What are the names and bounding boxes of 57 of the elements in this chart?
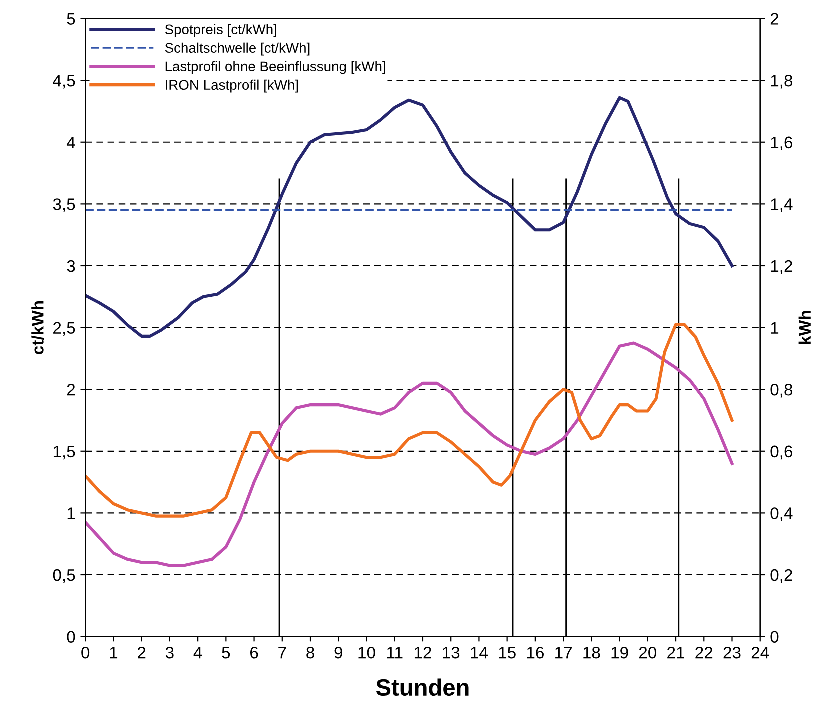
x-tick-label: 18	[584, 646, 600, 659]
legend-label: Spotpreis [ct/kWh]	[165, 24, 276, 38]
line-series	[86, 323, 734, 518]
y-tick-label: 4	[66, 136, 76, 148]
y-tick-label: 3,5	[53, 198, 76, 212]
x-tick-label: 5	[222, 647, 230, 659]
x-tick-label: 1	[110, 647, 118, 659]
x-tick-label: 14	[471, 647, 488, 659]
line-series	[86, 342, 734, 568]
y2-tick-label: 0	[770, 631, 779, 644]
x-tick-label: 0	[82, 646, 90, 659]
y2-tick-label: 1	[771, 322, 779, 334]
y2-tick-label: 0,8	[770, 384, 793, 398]
y-tick-label: 0	[67, 631, 76, 644]
legend-label: IRON Lastprofil [kWh]	[166, 80, 298, 93]
x-tick-label: 9	[334, 646, 342, 659]
x-tick-label: 23	[724, 646, 741, 659]
x-tick-label: 16	[527, 646, 544, 659]
x-tick-label: 22	[696, 646, 713, 659]
x-tick-label: 3	[166, 646, 174, 659]
x-tick-label: 12	[414, 646, 432, 659]
y2-tick-label: 0,4	[770, 508, 793, 522]
x-tick-label: 6	[250, 646, 258, 659]
y2-tick-label: 1,2	[771, 260, 792, 274]
y2-axis-title: kWh	[798, 311, 811, 344]
y-tick-label: 4,5	[53, 75, 76, 89]
y-tick-label: 2,5	[54, 322, 76, 336]
x-tick-label: 13	[443, 646, 460, 659]
x-tick-label: 7	[278, 647, 286, 659]
y2-tick-label: 2	[770, 13, 779, 25]
y-tick-label: 0,5	[53, 569, 76, 584]
line-series	[86, 96, 734, 338]
y-tick-label: 5	[67, 13, 76, 25]
x-tick-label: 11	[387, 647, 403, 659]
legend-label: Schaltschwelle [ct/kWh]	[165, 42, 310, 56]
y2-tick-label: 1,8	[771, 74, 793, 89]
legend-label: Lastprofil ohne Beeinflussung [kWh]	[166, 61, 386, 74]
x-tick-label: 10	[358, 646, 376, 659]
x-tick-label: 24	[752, 646, 770, 659]
x-tick-label: 20	[639, 646, 657, 659]
x-tick-label: 15	[499, 647, 516, 659]
y-tick-label: 1	[68, 508, 76, 520]
y2-tick-label: 1,4	[771, 198, 793, 212]
x-tick-label: 19	[612, 646, 628, 659]
x-tick-label: 4	[194, 647, 202, 659]
y2-tick-label: 0,6	[770, 446, 793, 460]
y-tick-label: 2	[67, 384, 76, 396]
y2-tick-label: 1,6	[771, 136, 793, 151]
x-tick-label: 17	[556, 647, 572, 659]
x-tick-label: 21	[668, 646, 684, 659]
y2-tick-label: 0,2	[770, 569, 792, 584]
x-axis-title: Stunden	[376, 678, 469, 696]
y-tick-label: 1,5	[54, 446, 76, 460]
y-axis-title: ct/kWh	[32, 302, 44, 354]
x-tick-label: 2	[138, 646, 146, 659]
y-tick-label: 3	[67, 260, 76, 272]
x-tick-label: 8	[306, 646, 314, 659]
